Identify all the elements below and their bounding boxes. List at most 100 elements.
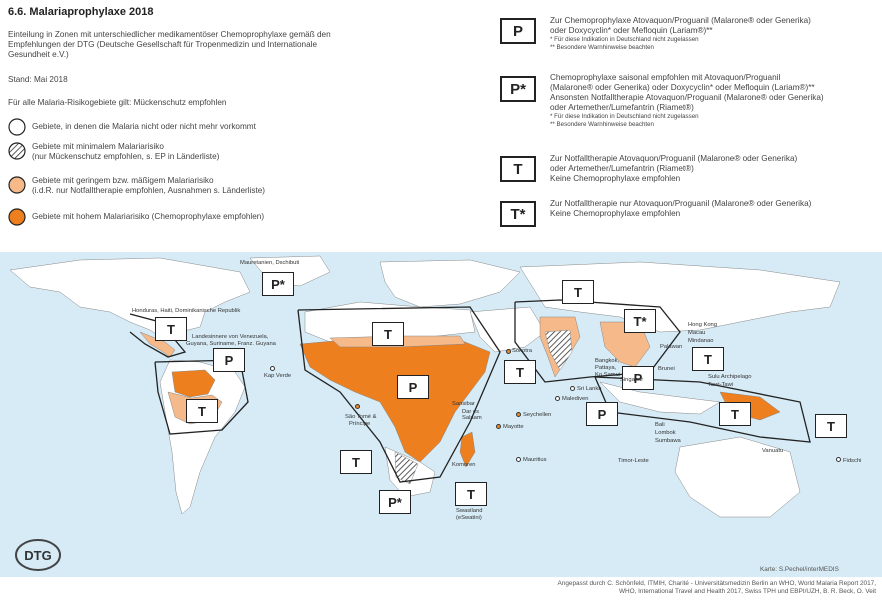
label-sansibar: Sansibar: [452, 401, 475, 407]
label-dares-1: Dar es: [462, 409, 480, 415]
dot-seychellen: [516, 412, 521, 417]
dtg-logo: DTG: [14, 538, 62, 577]
label-kapverde: Kap Verde: [264, 373, 292, 379]
code-p-star-text: Chemoprophylaxe saisonal empfohlen mit A…: [550, 73, 824, 128]
label-singapur: Singapur: [620, 377, 644, 383]
label-malediven: Malediven: [562, 396, 589, 402]
label-venezuela: Landesinnere von Venezuela,: [192, 334, 269, 340]
map-box-sokotra-t: T: [504, 360, 536, 384]
label-mauretanien: Mauretanien, Dschibuti: [240, 260, 300, 266]
code-p-star-box: P*: [500, 76, 536, 102]
legend-item-low-risk: Gebiete mit geringem bzw. mäßigem Malari…: [8, 176, 265, 196]
map-box-indonesia-p-1: P: [622, 366, 654, 390]
north-america-land: [9, 257, 251, 341]
label-swasiland-2: (eSwatini): [456, 515, 482, 521]
light-orange-circle-icon: [8, 176, 26, 194]
map-box-indonesia-p-2: P: [586, 402, 618, 426]
dot-fidschi: [836, 457, 841, 462]
legend-item-no-malaria: Gebiete, in denen die Malaria nicht oder…: [8, 118, 256, 136]
middle-east-land: [469, 306, 546, 353]
label-saotome-1: São Tomé &: [345, 414, 377, 420]
dot-mauritius: [516, 457, 521, 462]
label-lombok: Lombok: [655, 430, 676, 436]
map-box-central-america-t: T: [155, 317, 187, 341]
label-dares-2: Salaam: [462, 415, 482, 421]
code-p-box: P: [500, 18, 536, 44]
legend-item-high-risk: Gebiete mit hohem Malariarisiko (Chemopr…: [8, 208, 264, 226]
label-bangkok-3: Ko Samui: [595, 372, 621, 378]
label-brunei: Brunei: [658, 366, 675, 372]
stand-date: Stand: Mai 2018: [8, 75, 68, 84]
dot-malediven: [555, 396, 560, 401]
map-credit: Karte: S.Pechel/interMEDIS: [760, 566, 839, 573]
source-credits: Angepasst durch C. Schönfeld, ITMIH, Cha…: [557, 580, 876, 595]
label-swasiland-1: Swasiland: [456, 508, 483, 514]
map-box-asia-t: T: [562, 280, 594, 304]
dtg-logo-icon: DTG: [15, 539, 61, 571]
indonesia-land: [599, 381, 721, 415]
page-title: 6.6. Malariaprophylaxe 2018: [8, 6, 154, 18]
label-sokotra: Sokotra: [512, 348, 532, 354]
map-box-south-america-t: T: [186, 399, 218, 423]
dot-saotome: [355, 404, 360, 409]
map-box-png-t: T: [719, 402, 751, 426]
europe-land: [379, 259, 521, 308]
intro-text: Einteilung in Zonen mit unterschiedliche…: [8, 30, 331, 59]
code-t-star-box: T*: [500, 201, 536, 227]
label-sulu: Sulu Archipelago: [708, 374, 752, 380]
label-komoren: Komoren: [452, 462, 476, 468]
code-t-star-text: Zur Notfalltherapie nur Atovaquon/Progua…: [550, 199, 812, 218]
label-timor: Timor-Leste: [618, 458, 649, 464]
legend-item-minimal-risk: Gebiete mit minimalem Malariarisiko (nur…: [8, 142, 219, 162]
label-bangkok-1: Bangkok,: [595, 358, 620, 364]
label-fidschi: Fidschi: [843, 458, 862, 464]
label-mindanao: Mindanao: [688, 338, 714, 344]
white-circle-icon: [8, 118, 26, 136]
orange-circle-icon: [8, 208, 26, 226]
map-box-vanuatu-t: T: [815, 414, 847, 438]
label-saotome-2: Príncipe: [349, 421, 371, 427]
label-sumbawa: Sumbawa: [655, 438, 681, 444]
code-p-text: Zur Chemoprophylaxe Atovaquon/Proguanil …: [550, 16, 811, 51]
outline-oceania: [594, 376, 811, 443]
amazon-high-risk: [171, 369, 216, 398]
map-box-africa-p: P: [397, 375, 429, 399]
southern-africa-hatched: [394, 451, 419, 485]
label-mauritius: Mauritius: [523, 457, 547, 463]
label-honduras: Honduras, Haiti, Dominikanische Republik: [132, 308, 241, 314]
hatched-circle-icon: [8, 142, 26, 160]
label-macau: Macau: [688, 330, 706, 336]
map-box-guyana-p: P: [213, 348, 245, 372]
dot-mayotte: [496, 424, 501, 429]
label-srilanka: Sri Lanka: [577, 386, 602, 392]
label-tawi: Tawi-Tawi: [708, 382, 734, 388]
asia-land: [519, 261, 841, 333]
all-areas-note: Für alle Malaria-Risikogebiete gilt: Müc…: [8, 98, 227, 107]
map-box-southeast-asia-t-star: T*: [624, 309, 656, 333]
australia-land: [674, 436, 801, 518]
label-bangkok-2: Pattaya,: [595, 365, 617, 371]
map-box-southwest-africa-t: T: [340, 450, 372, 474]
map-box-swasiland-t: T: [455, 482, 487, 506]
label-bali: Bali: [655, 422, 665, 428]
map-box-north-africa-t: T: [372, 322, 404, 346]
label-seychellen: Seychellen: [523, 412, 552, 418]
madagascar-land: [459, 431, 476, 468]
dot-srilanka: [570, 386, 575, 391]
map-box-mauretanien-p-star: P*: [262, 272, 294, 296]
outline-africa: [297, 306, 501, 483]
svg-text:DTG: DTG: [24, 548, 51, 563]
label-palawan: Palawan: [660, 344, 683, 350]
label-hongkong: Hong Kong: [688, 322, 718, 328]
code-t-text: Zur Notfalltherapie Atovaquon/Proguanil …: [550, 154, 798, 183]
code-t-box: T: [500, 156, 536, 182]
label-vanuatu: Vanuatu: [762, 448, 784, 454]
label-mayotte: Mayotte: [503, 424, 524, 430]
india-hatched: [544, 329, 573, 371]
dot-sokotra: [506, 349, 511, 354]
map-box-philippines-t: T: [692, 347, 724, 371]
dot-kapverde: [270, 366, 275, 371]
world-map: T P T P* T P T T T* T P P T T T P* T Mau…: [0, 252, 882, 577]
map-box-south-africa-p-star: P*: [379, 490, 411, 514]
label-guyana: Guyana, Suriname, Franz. Guyana: [186, 341, 276, 347]
